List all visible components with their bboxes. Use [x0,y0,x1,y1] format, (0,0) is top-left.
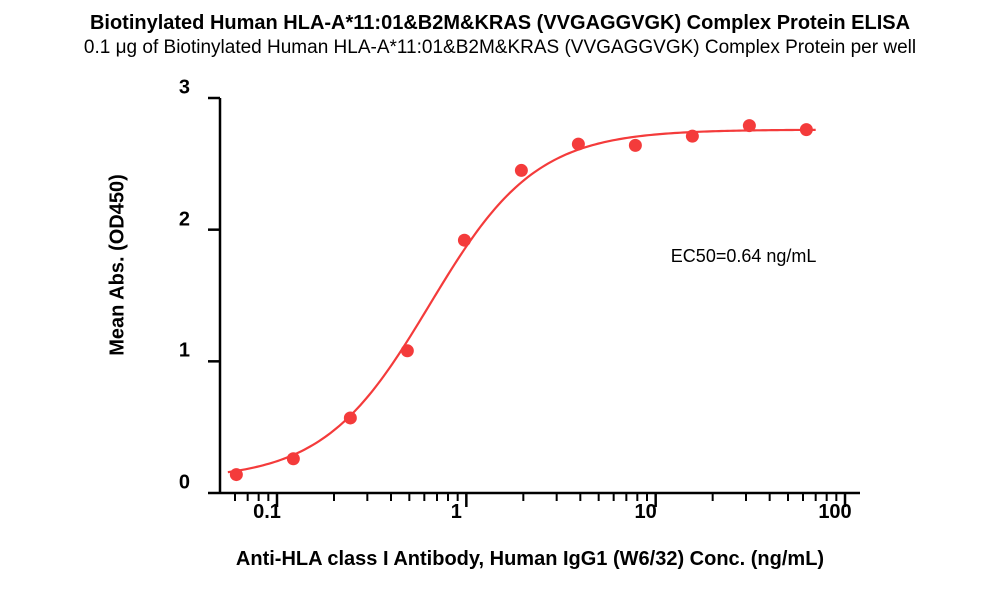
title-block: Biotinylated Human HLA-A*11:01&B2M&KRAS … [0,12,1000,59]
data-point [800,123,813,136]
y-tick-label: 0 [160,472,190,495]
y-tick-label: 3 [160,77,190,100]
data-point [629,139,642,152]
data-point [458,234,471,247]
data-point [401,344,414,357]
chart-subtitle: 0.1 μg of Biotinylated Human HLA-A*11:01… [0,37,1000,59]
x-tick-label: 0.1 [253,501,281,524]
fit-curve [228,130,816,472]
data-point [686,130,699,143]
ec50-annotation: EC50=0.64 ng/mL [671,246,817,267]
y-tick-label: 2 [160,208,190,231]
y-tick-label: 1 [160,340,190,363]
data-point [572,138,585,151]
data-point [230,468,243,481]
plot-area [210,88,850,483]
x-tick-label: 10 [635,501,657,524]
data-point [743,119,756,132]
x-tick-label: 1 [451,501,462,524]
x-tick-label: 100 [818,501,851,524]
data-point [287,452,300,465]
data-point [515,164,528,177]
figure-container: Biotinylated Human HLA-A*11:01&B2M&KRAS … [0,0,1000,598]
y-axis-label: Mean Abs. (OD450) [107,174,130,356]
x-axis-label: Anti-HLA class I Antibody, Human IgG1 (W… [236,548,824,571]
chart-title: Biotinylated Human HLA-A*11:01&B2M&KRAS … [0,12,1000,35]
axes-svg [210,88,910,543]
data-point [344,411,357,424]
